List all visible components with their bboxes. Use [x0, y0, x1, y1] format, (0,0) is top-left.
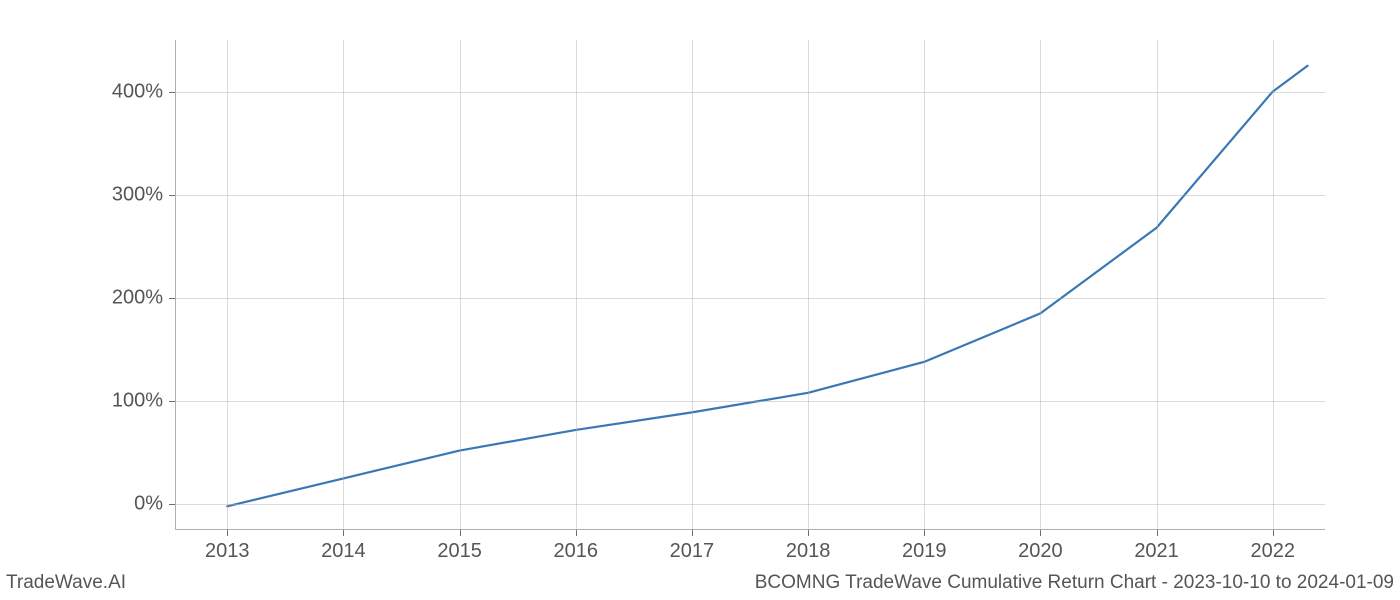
xtick-label: 2021: [1134, 540, 1179, 563]
gridline-v: [1040, 40, 1041, 530]
xtick-mark: [1040, 530, 1041, 536]
cumulative-return-line: [227, 66, 1307, 506]
xtick-mark: [808, 530, 809, 536]
gridline-h: [175, 92, 1325, 93]
gridline-v: [1273, 40, 1274, 530]
xtick-mark: [576, 530, 577, 536]
xtick-label: 2015: [437, 540, 482, 563]
xtick-mark: [1273, 530, 1274, 536]
ytick-label: 400%: [112, 80, 163, 103]
xtick-label: 2013: [205, 540, 250, 563]
line-series-svg: [175, 40, 1325, 530]
ytick-mark: [169, 195, 175, 196]
xtick-label: 2019: [902, 540, 947, 563]
ytick-label: 0%: [134, 493, 163, 516]
gridline-v: [460, 40, 461, 530]
gridline-h: [175, 195, 1325, 196]
gridline-h: [175, 401, 1325, 402]
xtick-mark: [343, 530, 344, 536]
gridline-v: [1157, 40, 1158, 530]
chart-plot-area: 0%100%200%300%400%2013201420152016201720…: [175, 40, 1325, 530]
ytick-mark: [169, 504, 175, 505]
gridline-v: [343, 40, 344, 530]
xtick-label: 2018: [786, 540, 831, 563]
xtick-mark: [924, 530, 925, 536]
xtick-mark: [460, 530, 461, 536]
ytick-mark: [169, 401, 175, 402]
ytick-label: 100%: [112, 390, 163, 413]
gridline-v: [924, 40, 925, 530]
xtick-mark: [1157, 530, 1158, 536]
xtick-label: 2020: [1018, 540, 1063, 563]
gridline-v: [808, 40, 809, 530]
ytick-label: 300%: [112, 183, 163, 206]
footer-right-text: BCOMNG TradeWave Cumulative Return Chart…: [755, 572, 1394, 594]
ytick-label: 200%: [112, 286, 163, 309]
xtick-label: 2022: [1250, 540, 1295, 563]
gridline-v: [692, 40, 693, 530]
gridline-h: [175, 504, 1325, 505]
gridline-v: [227, 40, 228, 530]
xtick-label: 2017: [670, 540, 715, 563]
ytick-mark: [169, 298, 175, 299]
ytick-mark: [169, 92, 175, 93]
xtick-label: 2014: [321, 540, 366, 563]
xtick-mark: [227, 530, 228, 536]
gridline-v: [576, 40, 577, 530]
footer-left-text: TradeWave.AI: [6, 572, 126, 594]
xtick-mark: [692, 530, 693, 536]
gridline-h: [175, 298, 1325, 299]
xtick-label: 2016: [554, 540, 599, 563]
